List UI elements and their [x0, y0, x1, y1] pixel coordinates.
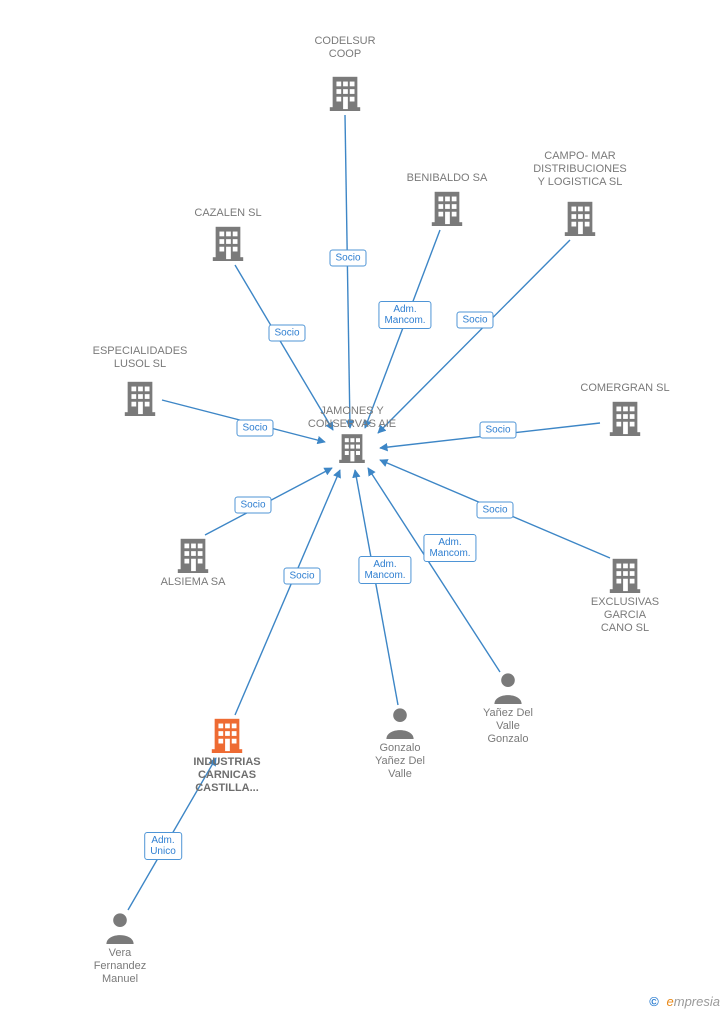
building-icon: [555, 555, 695, 593]
building-icon: [275, 73, 415, 111]
watermark-brand-first: e: [667, 994, 674, 1009]
node-label: Yañez Del Valle Gonzalo: [438, 707, 578, 746]
edge-line: [345, 115, 350, 428]
node-vera[interactable]: Vera Fernandez Manuel: [50, 910, 190, 986]
node-label: JAMONES Y CONSERVAS AIE: [282, 405, 422, 431]
edge-label[interactable]: Socio: [456, 312, 493, 329]
node-label: CAMPO- MAR DISTRIBUCIONES Y LOGISTICA SL: [510, 150, 650, 189]
node-campomar[interactable]: CAMPO- MAR DISTRIBUCIONES Y LOGISTICA SL: [510, 150, 650, 238]
edge-label[interactable]: Socio: [268, 325, 305, 342]
edge-label[interactable]: Socio: [476, 502, 513, 519]
node-yanez[interactable]: Yañez Del Valle Gonzalo: [438, 670, 578, 746]
node-alsiema[interactable]: ALSIEMA SA: [123, 535, 263, 589]
building-icon: [70, 378, 210, 416]
edge-label[interactable]: Socio: [479, 422, 516, 439]
node-lusol[interactable]: ESPECIALIDADES LUSOL SL: [70, 345, 210, 418]
network-canvas: SocioAdm. Mancom.SocioSocioSocioSocioSoc…: [0, 0, 728, 1015]
node-label: Vera Fernandez Manuel: [50, 947, 190, 986]
node-label: ALSIEMA SA: [123, 576, 263, 589]
node-label: EXCLUSIVAS GARCIA CANO SL: [555, 596, 695, 635]
building-icon: [158, 223, 298, 261]
node-codelsur[interactable]: CODELSUR COOP: [275, 35, 415, 113]
node-label: INDUSTRIAS CARNICAS CASTILLA...: [157, 756, 297, 795]
building-icon: [123, 535, 263, 573]
watermark-copyright: ©: [649, 994, 659, 1009]
watermark: © empresia: [649, 994, 720, 1009]
node-label: Gonzalo Yañez Del Valle: [330, 742, 470, 781]
edge-label[interactable]: Socio: [329, 250, 366, 267]
edge-label[interactable]: Socio: [234, 497, 271, 514]
watermark-brand-rest: mpresia: [674, 994, 720, 1009]
node-label: ESPECIALIDADES LUSOL SL: [70, 345, 210, 371]
node-industrias[interactable]: INDUSTRIAS CARNICAS CASTILLA...: [157, 715, 297, 795]
edge-label[interactable]: Adm. Mancom.: [378, 301, 431, 329]
person-icon: [438, 670, 578, 704]
building-icon: [157, 715, 297, 753]
node-exclusivas[interactable]: EXCLUSIVAS GARCIA CANO SL: [555, 555, 695, 635]
edge-label[interactable]: Socio: [283, 568, 320, 585]
edge-label[interactable]: Socio: [236, 420, 273, 437]
person-icon: [50, 910, 190, 944]
building-icon: [510, 198, 650, 236]
node-benibaldo[interactable]: BENIBALDO SA: [377, 172, 517, 228]
node-jamones[interactable]: JAMONES Y CONSERVAS AIE: [282, 405, 422, 465]
building-icon: [377, 188, 517, 226]
node-label: CODELSUR COOP: [275, 35, 415, 61]
edge-label[interactable]: Adm. Unico: [144, 832, 182, 860]
edge-label[interactable]: Adm. Mancom.: [423, 534, 476, 562]
node-label: BENIBALDO SA: [377, 172, 517, 185]
edge-line: [355, 470, 398, 705]
edge-line: [365, 230, 440, 428]
node-comergran[interactable]: COMERGRAN SL: [555, 382, 695, 438]
node-label: CAZALEN SL: [158, 207, 298, 220]
building-icon: [555, 398, 695, 436]
node-label: COMERGRAN SL: [555, 382, 695, 395]
building-icon: [282, 431, 422, 463]
node-cazalen[interactable]: CAZALEN SL: [158, 207, 298, 263]
edge-label[interactable]: Adm. Mancom.: [358, 556, 411, 584]
